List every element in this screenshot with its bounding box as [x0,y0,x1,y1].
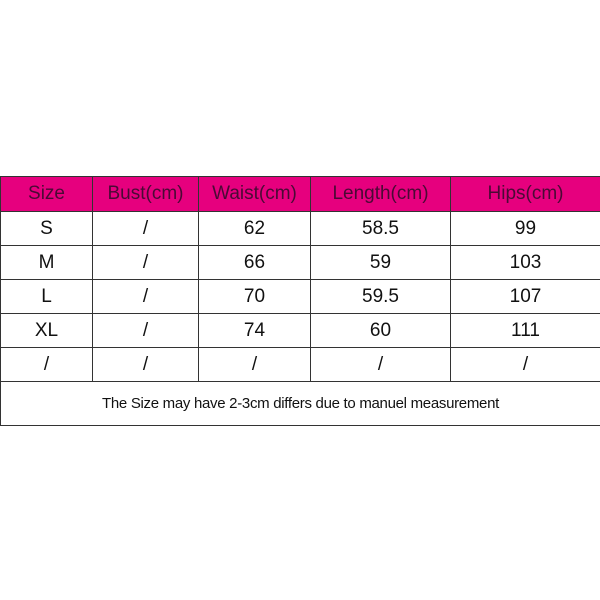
table-row: / / / / / [0,347,600,382]
table-cell: / [310,347,451,382]
table-cell: 103 [450,245,600,280]
table-cell: / [92,347,199,382]
column-header: Hips(cm) [450,176,600,212]
table-cell: 74 [198,313,311,348]
table-row: S/62 58.5 99 [0,211,600,246]
column-header: Length(cm) [310,176,451,212]
table-row: M/66 59 103 [0,245,600,280]
header-row: Size Bust(cm) Waist(cm) Length(cm) Hips(cm) [0,176,600,212]
measurement-note: The Size may have 2-3cm differs due to m… [0,381,600,426]
table-cell: 60 [310,313,451,348]
table-cell: / [92,245,199,280]
table-row: L/70 59.5 107 [0,279,600,314]
table-cell: 107 [450,279,600,314]
table-cell: 62 [198,211,311,246]
table-cell: / [0,347,93,382]
note-row: The Size may have 2-3cm differs due to m… [0,381,600,426]
table-cell: M [0,245,93,280]
table-cell: / [92,211,199,246]
table-cell: / [450,347,600,382]
table-cell: 59 [310,245,451,280]
column-header: Size [0,176,93,212]
table-cell: 70 [198,279,311,314]
table-cell: 66 [198,245,311,280]
table-cell: / [92,279,199,314]
table-cell: S [0,211,93,246]
table-cell: / [198,347,311,382]
table-cell: 58.5 [310,211,451,246]
table-cell: 99 [450,211,600,246]
table-cell: L [0,279,93,314]
table-row: XL/74 60 111 [0,313,600,348]
column-header: Bust(cm) [92,176,199,212]
table-cell: / [92,313,199,348]
column-header: Waist(cm) [198,176,311,212]
size-chart-table: Size Bust(cm) Waist(cm) Length(cm) Hips(cm) … [0,176,600,426]
table-cell: 59.5 [310,279,451,314]
table-cell: 111 [450,313,600,348]
table-cell: XL [0,313,93,348]
